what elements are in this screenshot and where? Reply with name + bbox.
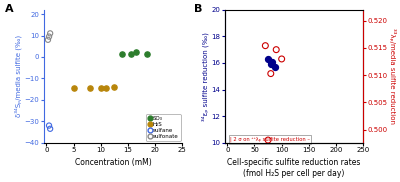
Point [46,124,52,127]
Point [265,58,271,60]
Point [87,87,93,90]
Y-axis label: ³³λₚ/media sulfite reduction: ³³λₚ/media sulfite reduction [389,28,396,124]
Point [278,58,285,60]
Text: | 2 σ on ³³λₚ sulfite reduction –: | 2 σ on ³³λₚ sulfite reduction – [230,137,310,142]
Point [273,48,280,51]
Point [46,35,52,38]
Point [268,72,274,75]
Point [269,60,275,63]
Point [262,44,268,47]
Point [111,86,118,88]
Point [103,87,109,90]
Point [265,139,271,142]
Point [47,32,53,35]
Point [70,87,77,90]
Point [268,63,274,66]
Point [119,52,126,55]
Point [144,52,150,55]
Point [45,38,51,41]
Y-axis label: ³⁴εₚ sulfite reduction (‰): ³⁴εₚ sulfite reduction (‰) [201,32,209,121]
Y-axis label: δ³⁴Sₚ/media sulfite (‰): δ³⁴Sₚ/media sulfite (‰) [14,35,22,117]
X-axis label: Cell-specific sulfite reduction rates
(fmol H₂S per cell per day): Cell-specific sulfite reduction rates (f… [227,159,360,178]
Text: A: A [5,4,14,14]
Text: B: B [194,4,202,14]
X-axis label: Concentration (mM): Concentration (mM) [74,159,151,167]
Point [272,66,278,68]
Point [47,127,53,130]
Legend: SO₃, H₂S, sulfane, sulfonate: SO₃, H₂S, sulfane, sulfonate [146,114,180,141]
Point [133,50,139,53]
Point [268,60,274,63]
Point [128,52,134,55]
Point [98,87,104,90]
